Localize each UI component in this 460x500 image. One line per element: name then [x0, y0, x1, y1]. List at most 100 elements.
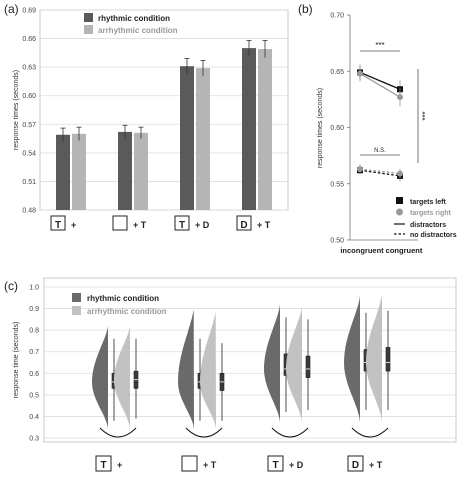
panel-a-y-tick-label: 0.60	[22, 93, 36, 100]
panel-b-category-label: congruent	[386, 246, 423, 255]
bar-rhythmic	[242, 48, 256, 210]
panel-a-bars	[56, 40, 272, 210]
panel-c-category-suffix-1: + T	[203, 460, 217, 470]
panel-a-category-labels: T + + T T + D D + T	[50, 215, 271, 231]
panel-c-y-tick-label: 0.7	[29, 349, 39, 356]
panel-a-category-suffix-1: + T	[133, 220, 147, 230]
panel-c-category-box-3	[347, 455, 364, 472]
panel-a-y-tick-label: 0.51	[22, 179, 36, 186]
panel-a-y-ticks: 0.48 0.51 0.54 0.57 0.60 0.63 0.66 0.69	[22, 8, 36, 215]
panel-a-category-box-0	[50, 215, 66, 231]
panel-c-category-box-0	[95, 455, 112, 472]
panel-b: (b) 0.50 0.55 0.60 0.65 0.70 response times …	[298, 2, 457, 255]
bar-rhythmic	[118, 131, 132, 210]
marker-targets-right	[357, 166, 363, 173]
legend-swatch-arrhythmic	[84, 25, 93, 34]
marker-targets-right	[397, 170, 403, 177]
panel-c-y-tick-label: 0.5	[29, 392, 39, 399]
panel-a-legend: rhythmic condition arrhythmic condition	[84, 13, 178, 35]
bar-arrhythmic	[196, 68, 210, 210]
panel-a-category-box-letter-0: T	[55, 220, 61, 231]
panel-c-legend: rhythmic condition arrhythmic condition	[72, 293, 167, 316]
panel-c-category-suffix-0: +	[117, 460, 122, 470]
violin-arrhythmic	[286, 306, 302, 423]
legend-label-no-distractors: no distractors	[410, 232, 457, 239]
panel-a-category-suffix-2: + D	[195, 220, 210, 230]
significance-label-top: ***	[375, 41, 384, 50]
panel-c-label: (c)	[4, 279, 18, 293]
boxplot-box	[305, 355, 311, 378]
panel-c-category-suffix-2: + D	[289, 460, 304, 470]
legend-label-targets-left: targets left	[410, 199, 446, 206]
panel-a-category-box-1	[112, 215, 128, 231]
legend-marker-targets-right	[396, 208, 403, 216]
panel-a-y-tick-label: 0.54	[22, 150, 36, 157]
panel-a-y-tick-label: 0.57	[22, 122, 36, 129]
violin-rhythmic	[344, 295, 360, 423]
panel-a-y-tick-label: 0.69	[22, 8, 36, 15]
panel-c-y-axis-label: response time (seconds)	[13, 322, 20, 399]
panel-a-category-box-2	[174, 215, 190, 231]
bar-rhythmic	[56, 134, 70, 210]
legend-label-distractors: distractors	[410, 222, 446, 229]
panel-b-category-labels: incongruent congruent	[340, 246, 423, 255]
panel-b-series	[357, 64, 403, 182]
panel-a: (a) 0.48 0.51 0.54 0.57 0.60 0.63 0.66 0.69 res…	[4, 2, 289, 231]
panel-c-category-suffix-3: + T	[369, 460, 383, 470]
panel-a-y-tick-label: 0.63	[22, 65, 36, 72]
panel-b-y-axis-label: response times (seconds)	[317, 88, 324, 168]
significance-label-bottom: N.S.	[374, 148, 386, 154]
panel-c-category-box-letter-0: T	[100, 460, 106, 471]
panel-c-y-tick-label: 0.9	[29, 306, 39, 313]
violin-rhythmic	[92, 325, 108, 430]
legend-marker-targets-left	[396, 197, 403, 204]
panel-c-y-ticks: 1.0 0.9 0.8 0.7 0.6 0.5 0.4 0.3	[29, 285, 39, 443]
panel-b-legend: targets left targets right distractors n…	[394, 197, 457, 239]
legend-label-rhythmic: rhythmic condition	[98, 14, 170, 23]
comparison-arc	[185, 427, 223, 438]
marker-targets-right	[357, 70, 363, 77]
marker-targets-right	[397, 94, 403, 101]
bar-arrhythmic	[72, 133, 86, 210]
panel-b-category-label: incongruent	[340, 246, 384, 255]
panel-a-y-axis-label: response times (seconds)	[13, 70, 20, 150]
panel-c: (c) 1.0 0.9 0.8 0.7 0.6 0.5 0.4 0.3 response ti…	[4, 277, 457, 472]
panel-b-y-ticks: 0.50 0.55 0.60 0.65 0.70	[330, 13, 350, 245]
panel-c-y-tick-label: 0.3	[29, 436, 39, 443]
violin-arrhythmic	[200, 311, 216, 430]
panel-a-category-box-letter-3: D	[240, 220, 247, 231]
panel-b-y-tick-label: 0.60	[330, 125, 344, 132]
violin-rhythmic	[264, 304, 280, 423]
legend-swatch-rhythmic-c	[72, 293, 81, 302]
panel-c-violins	[92, 293, 391, 438]
legend-swatch-arrhythmic-c	[72, 306, 81, 315]
boxplot-box	[385, 347, 391, 372]
panel-a-label: (a)	[4, 2, 19, 16]
series-line	[359, 71, 401, 90]
panel-a-y-tick-label: 0.66	[22, 36, 36, 43]
bar-arrhythmic	[134, 132, 148, 210]
legend-label-arrhythmic-c: arrhythmic condition	[87, 307, 167, 316]
panel-c-category-box-1	[181, 455, 198, 472]
panel-c-y-tick-label: 1.0	[29, 285, 39, 292]
panel-a-category-box-letter-2: T	[179, 220, 185, 231]
panel-c-y-tick-label: 0.4	[29, 414, 39, 421]
legend-label-targets-right: targets right	[410, 210, 452, 217]
bar-rhythmic	[180, 66, 194, 210]
panel-c-category-box-2	[267, 455, 284, 472]
panel-b-y-tick-label: 0.55	[330, 181, 344, 188]
panel-c-y-tick-label: 0.8	[29, 328, 39, 335]
panel-b-y-tick-label: 0.70	[330, 13, 344, 20]
panel-c-category-box-letter-2: T	[272, 460, 278, 471]
panel-b-annotations: *** N.S. ***	[360, 41, 430, 163]
panel-b-label: (b)	[298, 2, 313, 16]
comparison-arc	[99, 427, 137, 438]
panel-c-category-labels: T + + T T + D D + T	[95, 455, 383, 472]
legend-label-rhythmic-c: rhythmic condition	[87, 294, 159, 303]
panel-a-category-box-3	[236, 215, 252, 231]
panel-c-y-tick-label: 0.6	[29, 371, 39, 378]
panel-a-y-tick-label: 0.48	[22, 208, 36, 215]
comparison-arc	[351, 427, 389, 438]
violin-arrhythmic	[114, 325, 130, 430]
